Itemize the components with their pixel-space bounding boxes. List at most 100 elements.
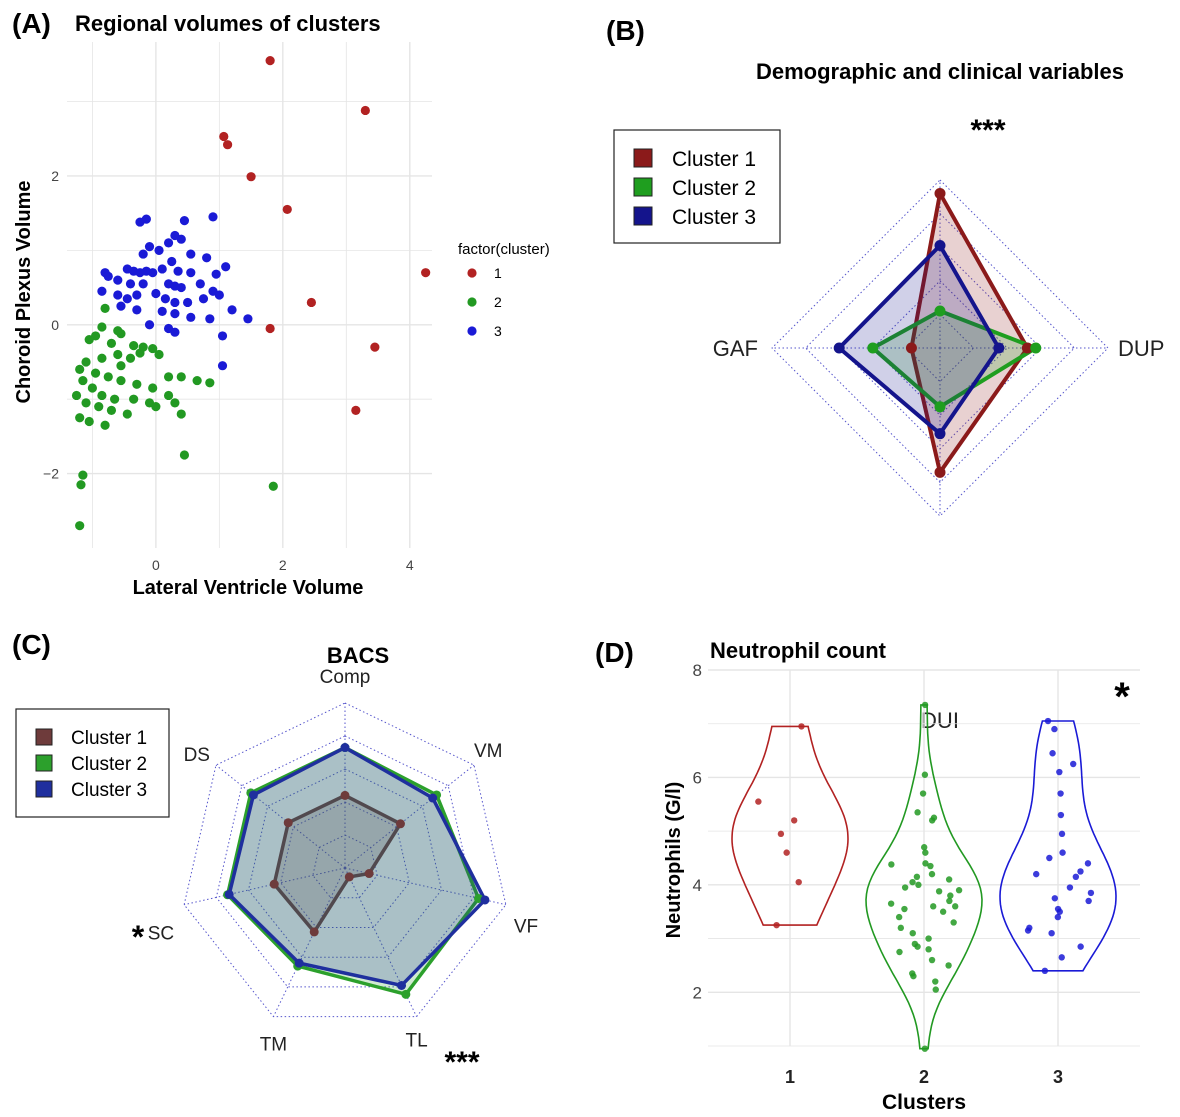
violin-cluster-3 <box>999 720 1117 972</box>
violin-point-cluster-2 <box>950 919 957 926</box>
scatter-point-cluster-3 <box>186 312 196 322</box>
scatter-point-cluster-2 <box>122 409 132 419</box>
violin-point-cluster-2 <box>919 790 927 797</box>
legend-label-cluster-2: Cluster 2 <box>672 177 756 200</box>
scatter-point-cluster-2 <box>81 357 91 367</box>
scatter-point-cluster-2 <box>106 405 117 415</box>
scatter-point-cluster-2 <box>116 375 126 386</box>
scatter-point-cluster-2 <box>163 372 174 382</box>
radar-point-cluster-1 <box>344 872 354 882</box>
scatter-point-cluster-3 <box>138 279 148 289</box>
scatter-point-cluster-2 <box>106 338 117 348</box>
violin-point-cluster-2 <box>914 943 921 950</box>
violin-point-cluster-2 <box>888 861 895 868</box>
scatter-point-cluster-2 <box>176 409 186 419</box>
scatter-point-cluster-3 <box>208 212 218 222</box>
violin-point-cluster-2 <box>928 817 936 824</box>
violin-point-cluster-3 <box>1059 849 1066 856</box>
panel-a-ticks: 0 2 4 −2 0 2 <box>43 168 414 573</box>
violin-point-cluster-1 <box>755 798 762 805</box>
violin-point-cluster-2 <box>922 849 929 856</box>
panel-b-legend: Cluster 1 Cluster 2 Cluster 3 <box>613 129 781 244</box>
scatter-point-cluster-3 <box>227 305 237 315</box>
legend-marker-cluster-2 <box>467 297 477 307</box>
radar-ring <box>247 768 443 958</box>
violin-point-cluster-2 <box>887 900 895 907</box>
scatter-point-cluster-3 <box>132 290 142 300</box>
radar-axis-label-vf: VF <box>514 917 538 938</box>
scatter-point-cluster-3 <box>113 290 123 300</box>
scatter-point-cluster-2 <box>205 378 215 388</box>
violin-point-cluster-3 <box>1084 860 1092 867</box>
scatter-point-cluster-1 <box>265 56 275 66</box>
radar-point-cluster-3 <box>428 793 438 803</box>
panel-c-significance-sc: * <box>132 919 145 955</box>
violin-point-cluster-3 <box>1057 790 1064 797</box>
scatter-point-cluster-3 <box>186 268 196 278</box>
violin-point-cluster-3 <box>1058 830 1066 838</box>
radar-ring <box>215 735 475 988</box>
scatter-point-cluster-3 <box>103 271 113 281</box>
scatter-point-cluster-3 <box>170 327 180 337</box>
scatter-point-cluster-1 <box>421 268 431 278</box>
scatter-point-cluster-3 <box>116 301 126 311</box>
violin-point-cluster-3 <box>1058 954 1065 961</box>
radar-point-cluster-3 <box>833 342 845 354</box>
scatter-point-cluster-2 <box>151 402 161 412</box>
scatter-point-cluster-2 <box>75 364 85 375</box>
violin-point-cluster-2 <box>928 870 936 878</box>
radar-point-cluster-1 <box>340 790 350 800</box>
violin-point-cluster-3 <box>1048 930 1055 937</box>
radar-spoke <box>184 867 346 906</box>
panel-a-xlabel: Lateral Ventricle Volume <box>133 577 364 599</box>
scatter-point-cluster-2 <box>75 521 85 531</box>
y-tick-label: 0 <box>51 317 59 333</box>
radar-point-cluster-3 <box>397 980 407 990</box>
radar-point-cluster-1 <box>309 927 319 937</box>
scatter-point-cluster-2 <box>103 372 113 382</box>
panel-a-letter: (A) <box>12 8 51 39</box>
violin-point-cluster-3 <box>1072 873 1080 880</box>
violin-point-cluster-2 <box>939 908 947 915</box>
scatter-point-cluster-3 <box>214 290 224 300</box>
radar-ring <box>804 212 1076 484</box>
radar-point-cluster-2 <box>401 989 411 999</box>
scatter-point-cluster-3 <box>195 279 205 289</box>
violin-point-cluster-2 <box>925 946 932 953</box>
scatter-point-cluster-2 <box>135 348 145 358</box>
radar-point-cluster-2 <box>934 305 946 317</box>
scatter-point-cluster-2 <box>116 361 126 371</box>
violin-point-cluster-2 <box>932 986 939 993</box>
scatter-point-cluster-2 <box>113 349 123 360</box>
scatter-point-cluster-3 <box>154 245 164 255</box>
violin-cluster-1 <box>731 725 849 926</box>
violin-point-cluster-2 <box>932 978 939 985</box>
violin-point-cluster-3 <box>1044 717 1052 725</box>
scatter-point-cluster-3 <box>141 214 151 224</box>
legend-swatch-cluster-1 <box>633 148 653 168</box>
y-tick-label: 6 <box>693 768 702 787</box>
violin-point-cluster-1 <box>777 830 785 838</box>
violin-point-cluster-2 <box>925 935 932 942</box>
violin-point-cluster-2 <box>921 701 929 709</box>
scatter-point-cluster-3 <box>97 286 107 296</box>
violin-point-cluster-1 <box>790 817 798 824</box>
violin-point-cluster-1 <box>795 878 802 886</box>
scatter-point-cluster-3 <box>113 275 123 285</box>
violin-point-cluster-2 <box>927 862 934 870</box>
x-tick-label: 2 <box>279 557 287 573</box>
violin-point-cluster-3 <box>1056 768 1063 776</box>
radar-axis-label-sc: SC <box>148 924 174 945</box>
panel-a-legend: factor(cluster) 1 2 3 <box>458 241 550 339</box>
legend-label-cluster-3: 3 <box>494 323 502 339</box>
violin-point-cluster-2 <box>952 903 959 910</box>
legend-label-cluster-3: Cluster 3 <box>672 206 756 229</box>
radar-axis-label-vm: VM <box>474 741 503 762</box>
scatter-point-cluster-3 <box>179 215 190 226</box>
radar-series-cluster-3 <box>227 745 487 988</box>
scatter-point-cluster-1 <box>282 204 292 215</box>
violin-point-cluster-1 <box>783 849 790 856</box>
panel-b-axis-labels: AgeDUPDUIGAF <box>713 336 1165 733</box>
violin-point-cluster-3 <box>1051 725 1058 733</box>
radar-point-cluster-3 <box>934 428 946 440</box>
